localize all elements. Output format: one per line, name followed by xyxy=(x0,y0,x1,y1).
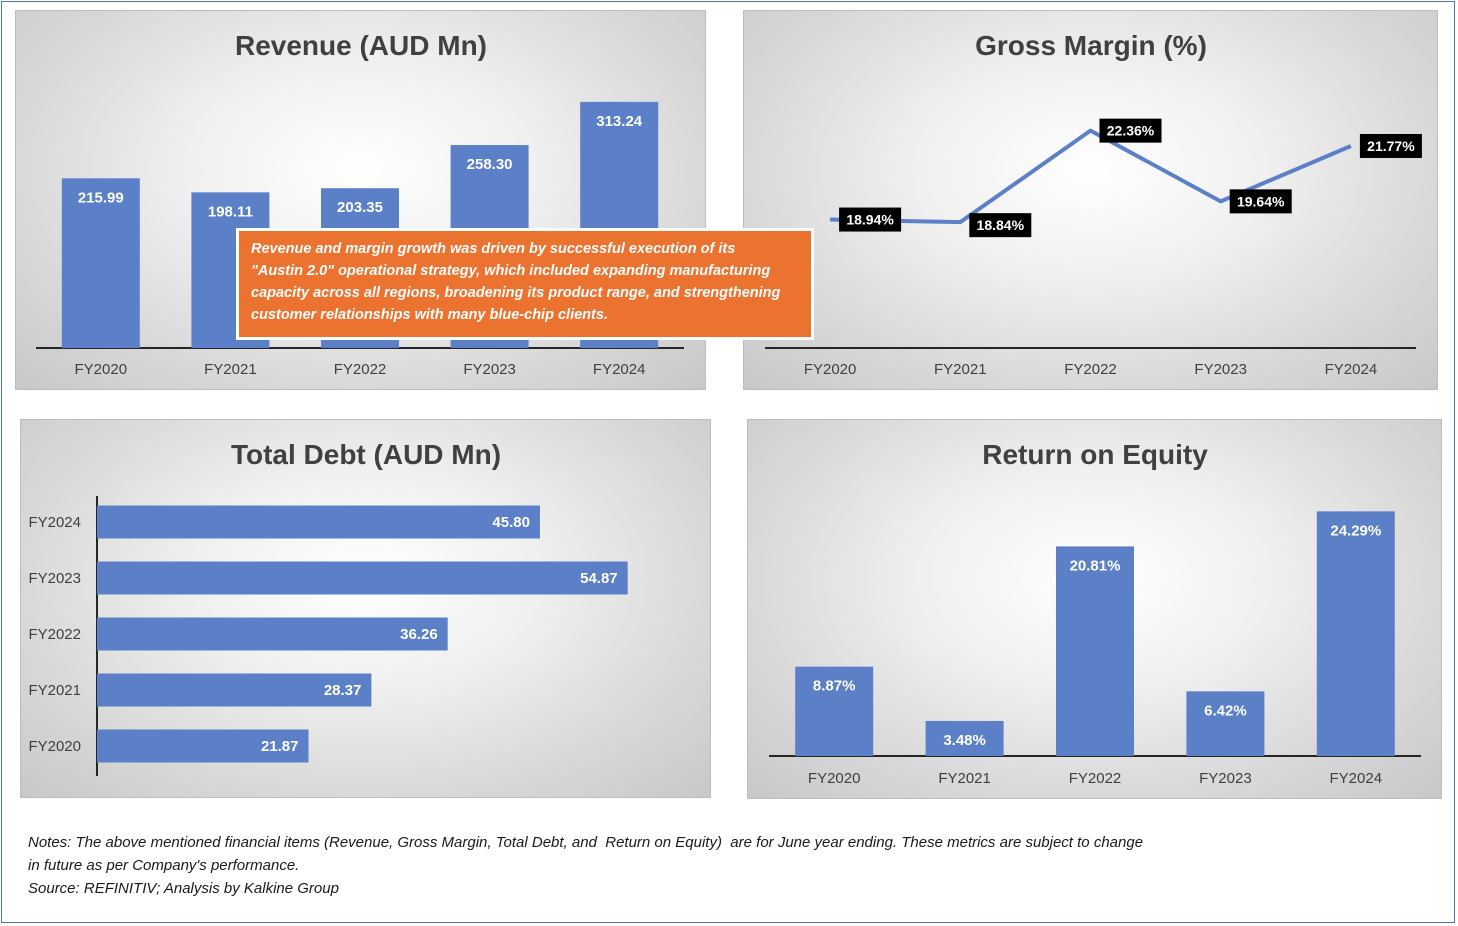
gross-margin-data-label: 18.94% xyxy=(846,212,894,228)
revenue-bar xyxy=(61,178,140,348)
total-debt-bar xyxy=(97,729,309,763)
gross-margin-label-box xyxy=(1099,118,1162,143)
source-line: Source: REFINITIV; Analysis by Kalkine G… xyxy=(28,880,339,897)
roe-data-label: 3.48% xyxy=(943,732,986,749)
revenue-data-label: 215.99 xyxy=(78,189,124,206)
roe-data-label: 8.87% xyxy=(813,678,856,695)
revenue-x-tick: FY2021 xyxy=(204,361,257,378)
total-debt-y-tick: FY2024 xyxy=(28,514,81,531)
gross-margin-x-tick: FY2024 xyxy=(1325,361,1378,378)
notes-line-2: in future as per Company's performance. xyxy=(28,857,300,874)
revenue-data-label: 198.11 xyxy=(208,203,253,220)
gross-margin-label-box xyxy=(969,213,1032,238)
gross-margin-chart-panel: Gross Margin (%) 18.94% FY2020 18.84% FY202… xyxy=(743,10,1438,390)
roe-bar xyxy=(1056,546,1134,756)
total-debt-data-label: 21.87 xyxy=(261,738,299,755)
roe-data-label: 20.81% xyxy=(1070,557,1121,574)
roe-x-tick: FY2021 xyxy=(938,770,991,787)
roe-chart-panel: Return on Equity 8.87% FY2020 3.48% FY2021 2… xyxy=(747,419,1442,799)
gross-margin-label-box xyxy=(1359,133,1422,158)
roe-bar xyxy=(1316,511,1395,756)
roe-bar xyxy=(925,720,1004,756)
total-debt-bar xyxy=(97,561,628,595)
gross-margin-data-label: 19.64% xyxy=(1237,193,1285,209)
strategy-callout: Revenue and margin growth was driven by … xyxy=(236,228,814,340)
callout-line: "Austin 2.0" operational strategy, which… xyxy=(251,263,771,279)
revenue-data-label: 258.30 xyxy=(467,156,513,173)
gross-margin-label-box xyxy=(839,207,902,232)
total-debt-y-tick: FY2021 xyxy=(28,682,81,699)
roe-data-label: 24.29% xyxy=(1330,522,1381,539)
gross-margin-data-label: 22.36% xyxy=(1107,123,1155,139)
total-debt-y-tick: FY2022 xyxy=(28,626,81,643)
roe-x-tick: FY2023 xyxy=(1199,770,1252,787)
total-debt-chart-panel: Total Debt (AUD Mn) 45.80 FY2024 54.87 FY20… xyxy=(20,419,711,798)
gross-margin-x-tick: FY2021 xyxy=(934,361,987,378)
callout-line: customer relationships with many blue-ch… xyxy=(251,307,608,323)
roe-x-tick: FY2020 xyxy=(808,770,861,787)
roe-bar xyxy=(1186,691,1265,756)
revenue-x-tick: FY2024 xyxy=(593,361,646,378)
gross-margin-x-tick: FY2023 xyxy=(1194,361,1247,378)
total-debt-bar xyxy=(97,617,448,651)
gross-margin-chart-title: Gross Margin (%) xyxy=(975,30,1207,61)
revenue-data-label: 203.35 xyxy=(337,199,383,216)
callout-line: Revenue and margin growth was driven by … xyxy=(251,241,736,257)
total-debt-bar xyxy=(97,673,372,707)
total-debt-data-label: 45.80 xyxy=(492,514,530,531)
gross-margin-x-tick: FY2022 xyxy=(1064,361,1117,378)
total-debt-bar xyxy=(97,505,540,539)
gross-margin-x-tick: FY2020 xyxy=(804,361,857,378)
total-debt-chart: Total Debt (AUD Mn) 45.80 FY2024 54.87 FY20… xyxy=(28,439,628,776)
roe-x-tick: FY2024 xyxy=(1330,770,1383,787)
revenue-chart-title: Revenue (AUD Mn) xyxy=(235,30,487,61)
gross-margin-data-label: 18.84% xyxy=(977,217,1025,233)
revenue-data-label: 313.24 xyxy=(596,113,643,130)
footnotes: Notes: The above mentioned financial ite… xyxy=(28,831,1228,900)
roe-chart-title: Return on Equity xyxy=(982,439,1208,470)
total-debt-data-label: 36.26 xyxy=(400,626,438,643)
gross-margin-data-label: 21.77% xyxy=(1367,138,1415,154)
roe-bar xyxy=(795,666,874,756)
revenue-x-tick: FY2023 xyxy=(463,361,516,378)
gross-margin-chart: Gross Margin (%) 18.94% FY2020 18.84% FY202… xyxy=(765,30,1422,378)
callout-line: capacity across all regions, broadening … xyxy=(251,285,781,301)
revenue-x-tick: FY2022 xyxy=(334,361,387,378)
total-debt-data-label: 54.87 xyxy=(580,570,618,587)
total-debt-y-tick: FY2020 xyxy=(28,738,81,755)
revenue-x-tick: FY2020 xyxy=(75,361,128,378)
gross-margin-label-box xyxy=(1229,189,1292,214)
gross-margin-line xyxy=(830,128,1352,225)
roe-chart: Return on Equity 8.87% FY2020 3.48% FY2021 2… xyxy=(769,439,1421,787)
notes-line-1: Notes: The above mentioned financial ite… xyxy=(28,834,1144,851)
roe-x-tick: FY2022 xyxy=(1069,770,1122,787)
total-debt-data-label: 28.37 xyxy=(324,682,362,699)
total-debt-chart-title: Total Debt (AUD Mn) xyxy=(231,439,501,470)
total-debt-y-tick: FY2023 xyxy=(28,570,81,587)
roe-data-label: 6.42% xyxy=(1204,702,1247,719)
